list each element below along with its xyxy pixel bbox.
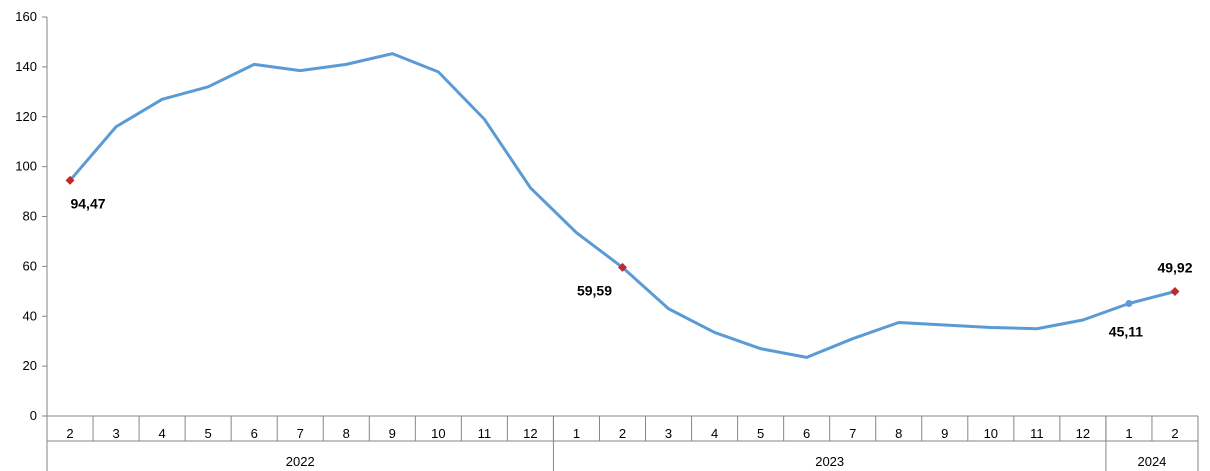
data-label: 94,47	[70, 195, 105, 211]
x-group-label: 2023	[815, 454, 844, 469]
series-line	[68, 52, 1177, 359]
y-tick-label: 160	[15, 9, 37, 24]
x-tick-label: 2	[1171, 426, 1178, 441]
data-label: 59,59	[577, 282, 612, 298]
data-point-marker	[1170, 287, 1180, 297]
x-tick-label: 10	[984, 426, 998, 441]
x-tick-label: 7	[849, 426, 856, 441]
x-group-label: 2024	[1137, 454, 1166, 469]
y-tick-label: 40	[23, 308, 37, 323]
x-tick-label: 4	[711, 426, 718, 441]
x-tick-label: 5	[205, 426, 212, 441]
data-point-marker	[618, 262, 627, 272]
x-tick-label: 11	[1030, 426, 1044, 441]
x-tick-label: 6	[803, 426, 810, 441]
x-tick-label: 1	[1125, 426, 1132, 441]
x-tick-label: 11	[478, 426, 492, 441]
x-tick-label: 3	[112, 426, 119, 441]
x-tick-label: 7	[297, 426, 304, 441]
x-tick-label: 4	[158, 426, 165, 441]
y-tick-label: 60	[23, 258, 37, 273]
data-labels: 94,47 59,59 45,11 49,92	[70, 195, 1192, 339]
y-tick-label: 100	[15, 159, 37, 174]
x-tick-label: 9	[941, 426, 948, 441]
y-tick-label: 0	[30, 408, 37, 423]
x-tick-label: 8	[895, 426, 902, 441]
plot-area	[65, 52, 1180, 359]
x-tick-label: 2	[619, 426, 626, 441]
x-tick-label: 2	[66, 426, 73, 441]
x-tick-label: 5	[757, 426, 764, 441]
y-axis: 0 20 40 60 80 100 120 140 160	[15, 9, 48, 423]
y-tick-label: 20	[23, 358, 37, 373]
x-tick-label: 10	[431, 426, 445, 441]
y-tick-label: 80	[23, 209, 37, 224]
x-tick-label: 12	[523, 426, 537, 441]
data-point-marker	[1125, 300, 1133, 308]
y-tick-label: 120	[15, 109, 37, 124]
x-tick-label: 9	[389, 426, 396, 441]
x-tick-label: 12	[1076, 426, 1090, 441]
y-tick-label: 140	[15, 59, 37, 74]
x-group-label: 2022	[286, 454, 315, 469]
x-tick-label: 1	[573, 426, 580, 441]
data-label: 49,92	[1157, 260, 1192, 276]
x-tick-label: 8	[343, 426, 350, 441]
x-tick-label: 6	[251, 426, 258, 441]
data-label: 45,11	[1109, 324, 1143, 340]
x-tick-label: 3	[665, 426, 672, 441]
data-point-marker	[65, 175, 75, 185]
